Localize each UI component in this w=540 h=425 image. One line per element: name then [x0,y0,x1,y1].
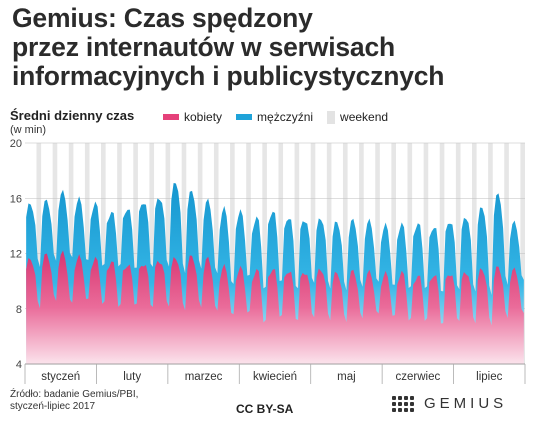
y-tick-label: 20 [10,138,22,150]
x-tick-label: czerwiec [395,371,440,383]
legend: kobiety mężczyźni weekend [163,110,402,124]
license-label: CC BY-SA [236,402,294,416]
gemius-logo: GEMIUS [392,395,507,412]
x-tick-label: marzec [185,371,223,383]
y-tick-label: 16 [10,193,22,205]
x-tick-label: kwiecień [253,371,297,383]
title-line-3: informacyjnych i publicystycznych [12,61,445,91]
logo-dots-icon [392,395,414,412]
legend-swatch-kobiety [163,114,179,120]
legend-label-weekend: weekend [340,110,389,124]
legend-swatch-mezczyzni [236,114,253,120]
source-line-2: styczeń-lipiec 2017 [10,401,96,412]
title-line-1: Gemius: Czas spędzony [12,3,313,33]
x-tick-label: maj [337,371,356,383]
legend-label-kobiety: kobiety [184,110,223,124]
legend-swatch-weekend [327,110,336,124]
x-tick-label: luty [123,371,141,383]
series-area-kobiety [26,250,524,364]
source-line-1: Źródło: badanie Gemius/PBI, [10,389,139,400]
chart-title: Gemius: Czas spędzony przez internautów … [12,4,532,91]
legend-item-weekend: weekend [327,110,388,124]
logo-wordmark: GEMIUS [424,395,508,412]
y-tick-label: 12 [10,249,22,261]
legend-item-kobiety: kobiety [163,110,222,124]
y-axis-unit: (w min) [10,124,47,136]
title-line-2: przez internautów w serwisach [12,32,395,62]
x-tick-label: styczeń [41,371,80,383]
y-tick-label: 8 [16,304,22,316]
y-axis-label: Średni dzienny czas [10,108,135,123]
y-tick-label: 4 [16,359,22,371]
legend-item-mezczyzni: mężczyźni [236,110,313,124]
legend-label-mezczyzni: mężczyźni [257,110,314,124]
source-note: Źródło: badanie Gemius/PBI, styczeń-lipi… [10,389,138,413]
x-tick-label: lipiec [476,371,502,383]
